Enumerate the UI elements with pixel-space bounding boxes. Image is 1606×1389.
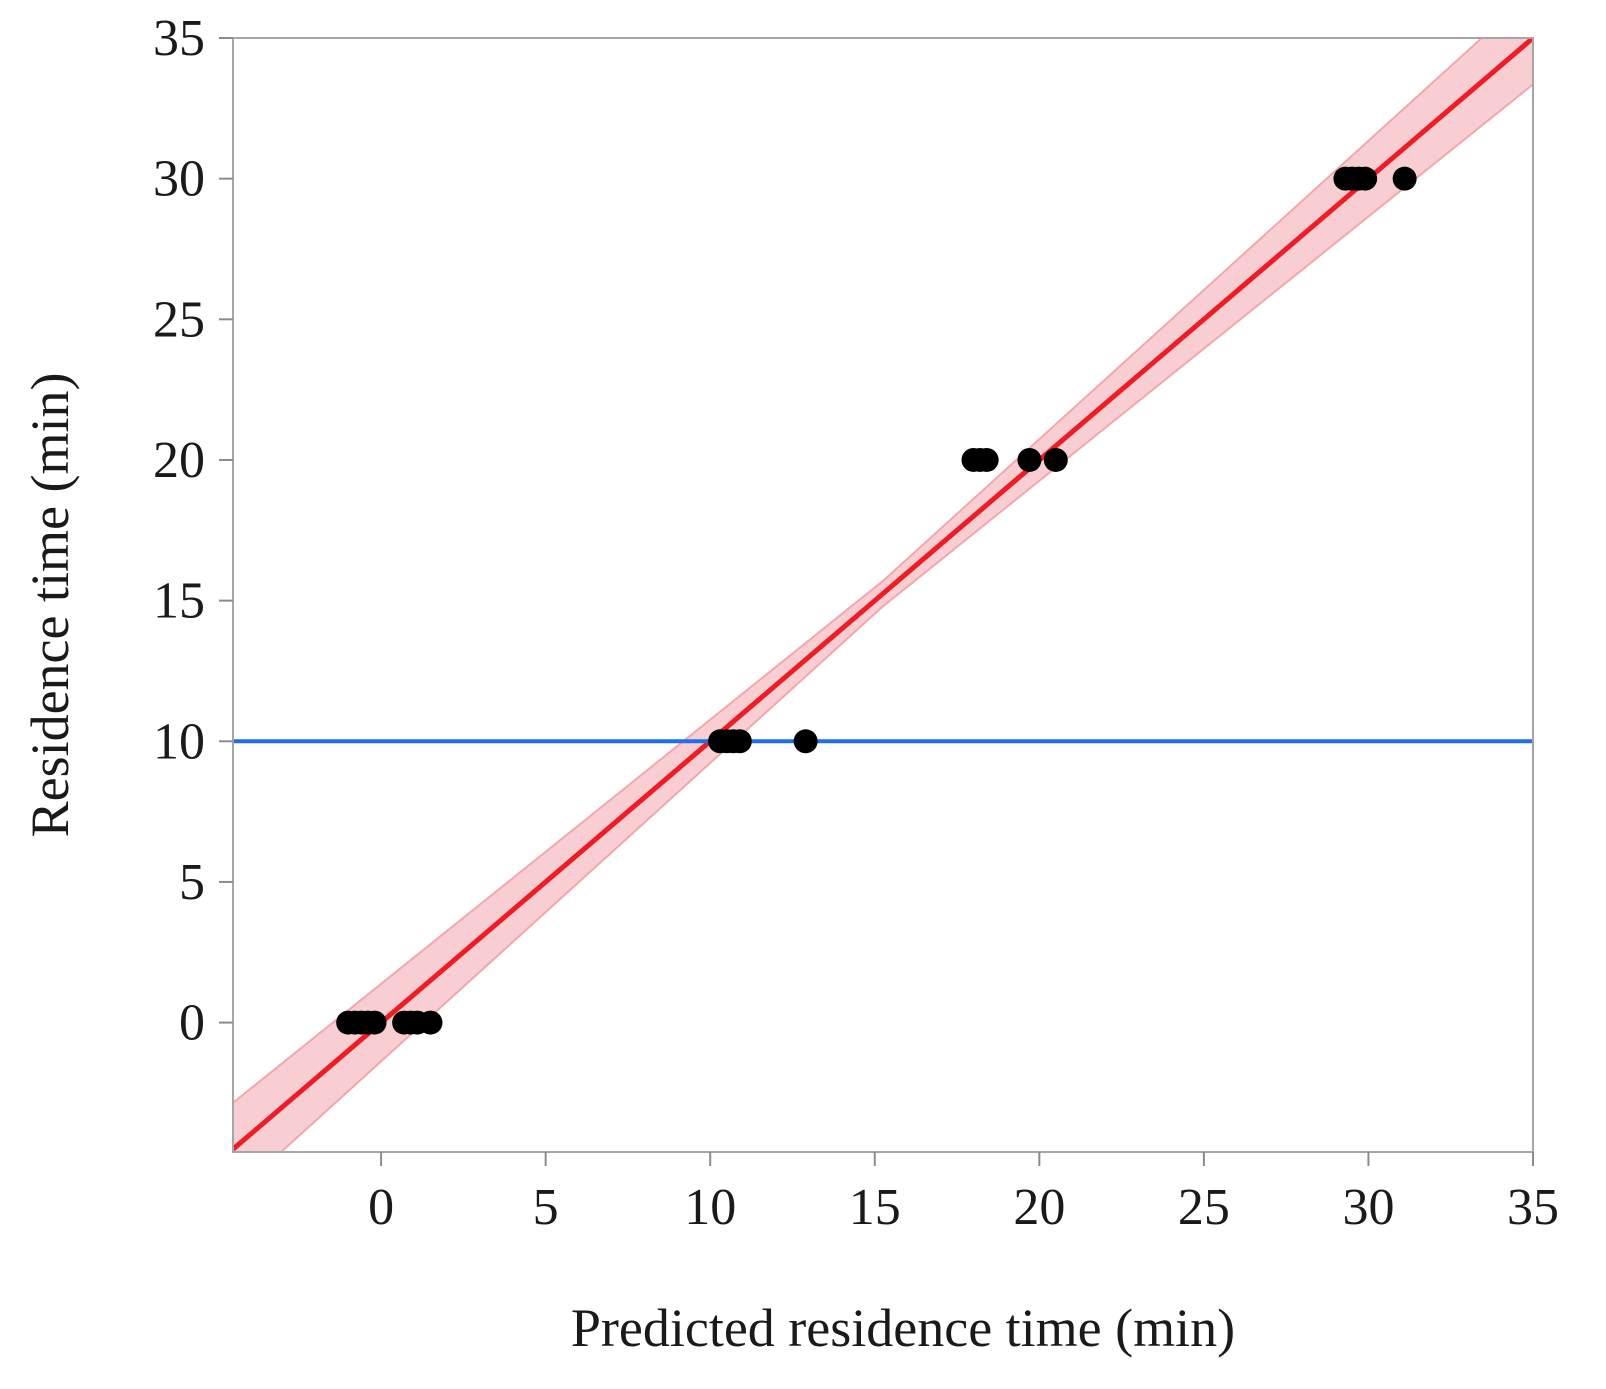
- data-point: [974, 447, 999, 472]
- x-tick-label: 10: [684, 1179, 736, 1236]
- y-axis-title: Residence time (min): [20, 373, 80, 838]
- data-point: [793, 729, 818, 754]
- data-point: [362, 1010, 387, 1035]
- data-point: [1353, 166, 1378, 191]
- y-tick-label: 35: [153, 10, 205, 67]
- y-tick-label: 10: [153, 713, 205, 770]
- x-tick-label: 30: [1342, 1179, 1394, 1236]
- y-tick-label: 30: [153, 151, 205, 208]
- fit-line: [233, 38, 1533, 1152]
- x-tick-label: 15: [849, 1179, 901, 1236]
- data-point: [727, 729, 752, 754]
- y-tick-label: 25: [153, 291, 205, 348]
- x-tick-label: 20: [1013, 1179, 1065, 1236]
- y-tick-label: 20: [153, 432, 205, 489]
- y-axis: 0 5 10 15 20 25 30 35: [153, 10, 233, 1052]
- data-point: [418, 1010, 443, 1035]
- x-tick-label: 5: [533, 1179, 559, 1236]
- x-tick-label: 25: [1178, 1179, 1230, 1236]
- y-tick-label: 5: [179, 854, 205, 911]
- x-axis: 0 5 10 15 20 25 30 35: [368, 1152, 1559, 1236]
- x-tick-label: 35: [1507, 1179, 1559, 1236]
- data-point: [1392, 166, 1417, 191]
- data-point: [1017, 447, 1042, 472]
- x-tick-label: 0: [368, 1179, 394, 1236]
- x-axis-title: Predicted residence time (min): [571, 1298, 1235, 1358]
- data-point: [1043, 447, 1068, 472]
- y-tick-label: 15: [153, 573, 205, 630]
- plot-frame: [232, 37, 1534, 1153]
- y-tick-label: 0: [179, 995, 205, 1052]
